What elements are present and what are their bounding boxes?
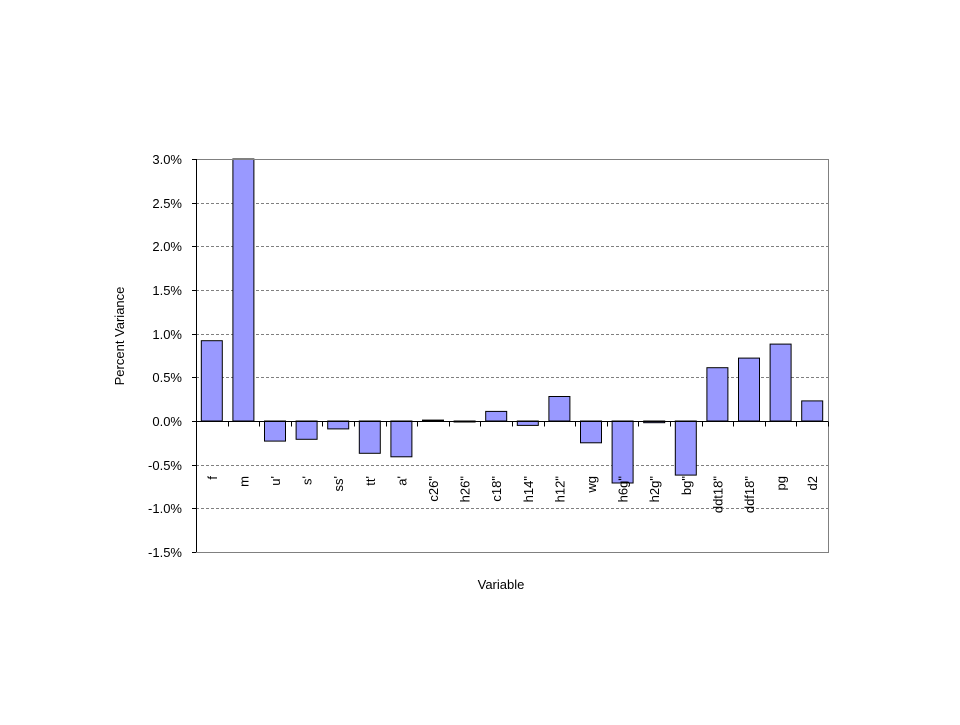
bar <box>801 400 824 422</box>
y-tick-label: 2.0% <box>152 239 182 254</box>
y-tick-label: -1.5% <box>148 545 182 560</box>
bar <box>738 357 760 422</box>
x-axis-label: Variable <box>478 577 525 592</box>
x-tick-label: s' <box>300 476 315 485</box>
x-tick-label: h14" <box>521 476 536 503</box>
x-tick-label: a' <box>394 476 409 486</box>
y-tick-label: -0.5% <box>148 458 182 473</box>
bar <box>390 420 413 458</box>
y-tick-labels: 3.0% 2.5% 2.0% 1.5% 1.0% 0.5% 0.0% -0.5% -1.0% -1… <box>148 152 182 560</box>
x-tick-label: h2g" <box>647 476 662 503</box>
bar <box>485 410 508 422</box>
bar <box>674 420 697 476</box>
x-tick-label: bg" <box>679 476 694 495</box>
x-tick-label: h6g" <box>616 476 631 503</box>
bar <box>706 367 729 422</box>
y-tick-label: 0.5% <box>152 370 182 385</box>
x-tick-label: m <box>236 476 251 487</box>
y-axis-label: Percent Variance <box>112 287 127 386</box>
bar <box>422 419 444 422</box>
y-tick-label: 2.5% <box>152 196 182 211</box>
bar <box>769 343 792 422</box>
x-tick-label: ss' <box>331 476 346 491</box>
x-tick-label: h26" <box>458 476 473 503</box>
bar <box>232 158 255 422</box>
axes <box>192 159 829 553</box>
x-tick-label: u' <box>268 476 283 486</box>
y-tick-label: 3.0% <box>152 152 182 167</box>
x-tick-labels: f m u' s' ss' tt' a' c26" h26" c18" h14" h12" wg h6g"… <box>205 476 820 514</box>
bar <box>548 396 571 422</box>
bar <box>580 420 602 444</box>
y-tick-label: -1.0% <box>148 501 182 516</box>
bar <box>295 420 318 440</box>
x-tick-label: h12" <box>552 476 567 503</box>
bar <box>264 420 286 442</box>
y-tick-label: 1.5% <box>152 283 182 298</box>
x-tick-label: d2 <box>805 476 820 490</box>
bars <box>200 158 824 484</box>
x-tick-label: ddf18" <box>742 476 757 514</box>
bar <box>327 420 350 430</box>
y-tick-label: 0.0% <box>152 414 182 429</box>
bar <box>611 420 634 484</box>
x-tick-label: c26" <box>426 476 441 502</box>
bar <box>358 420 381 454</box>
x-tick-label: f <box>205 476 220 480</box>
x-tick-label: pg <box>774 476 789 490</box>
y-tick-label: 1.0% <box>152 327 182 342</box>
x-tick-label: c18" <box>489 476 504 502</box>
x-tick-label: ddt18" <box>710 476 725 514</box>
x-tick-label: wg <box>584 476 599 494</box>
bar <box>200 340 223 422</box>
x-tick-label: tt' <box>363 476 378 486</box>
